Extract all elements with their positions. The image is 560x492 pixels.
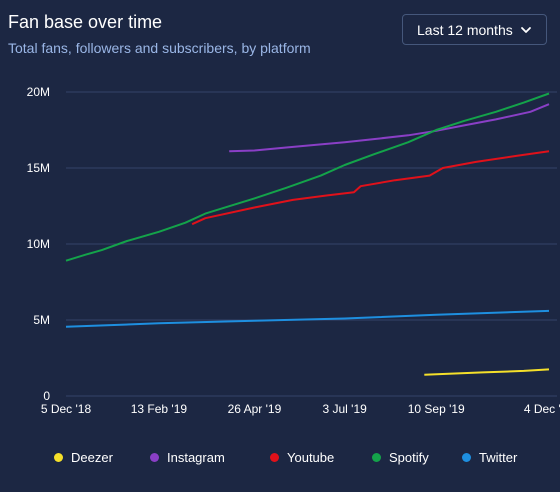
legend-item-spotify[interactable]: Spotify [372,450,429,465]
legend-dot-icon [270,453,279,462]
y-tick-label: 15M [27,161,50,175]
y-tick-label: 10M [27,237,50,251]
legend-item-deezer[interactable]: Deezer [54,450,113,465]
x-tick-label: 3 Jul '19 [322,402,367,416]
legend-item-youtube[interactable]: Youtube [270,450,334,465]
series-line-deezer [424,368,550,376]
chart-title: Fan base over time [8,12,163,32]
x-axis-ticks: 5 Dec '18 13 Feb '19 26 Apr '19 3 Jul '19 10… [41,402,560,416]
series-lines [65,92,550,376]
legend-label: Twitter [479,450,518,465]
date-range-select[interactable]: Last 12 months [402,14,547,45]
chart-legend: Deezer Instagram Youtube Spotify Twitter [0,450,560,470]
legend-label: Spotify [389,450,429,465]
legend-dot-icon [372,453,381,462]
grid-lines [66,91,557,397]
y-tick-label: 20M [27,85,50,99]
x-tick-label: 4 Dec '19 [524,402,560,416]
legend-item-instagram[interactable]: Instagram [150,450,225,465]
y-tick-label: 5M [33,313,50,327]
x-tick-label: 13 Feb '19 [131,402,188,416]
legend-label: Deezer [71,450,113,465]
series-line-youtube [191,150,550,226]
legend-label: Instagram [167,450,225,465]
series-line-instagram [229,103,550,153]
chart-subtitle: Total fans, followers and subscribers, b… [8,40,311,56]
chevron-down-icon [520,24,532,36]
line-chart: 0 5M 10M 15M 20M 5 Dec '18 13 Feb '19 26 Apr '… [27,85,560,416]
series-line-spotify [65,92,550,262]
series-line-twitter [65,309,550,328]
x-tick-label: 26 Apr '19 [228,402,282,416]
y-tick-label: 0 [43,389,50,403]
legend-dot-icon [54,453,63,462]
legend-dot-icon [150,453,159,462]
y-axis-ticks: 0 5M 10M 15M 20M [27,85,51,403]
x-tick-label: 5 Dec '18 [41,402,92,416]
x-tick-label: 10 Sep '19 [408,402,465,416]
legend-label: Youtube [287,450,335,465]
date-range-value: Last 12 months [417,21,513,38]
legend-item-twitter[interactable]: Twitter [462,450,517,465]
legend-dot-icon [462,453,471,462]
